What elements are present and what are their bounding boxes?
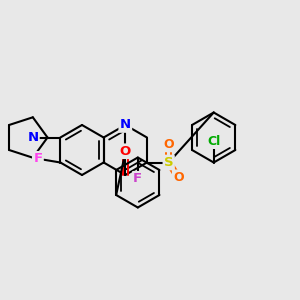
Text: O: O — [173, 171, 184, 184]
Text: Cl: Cl — [207, 135, 220, 148]
Text: F: F — [33, 152, 42, 165]
Text: F: F — [133, 172, 142, 185]
Text: O: O — [120, 145, 131, 158]
Text: N: N — [120, 118, 131, 131]
Text: N: N — [27, 131, 38, 144]
Text: O: O — [164, 138, 174, 151]
Text: S: S — [164, 156, 173, 169]
